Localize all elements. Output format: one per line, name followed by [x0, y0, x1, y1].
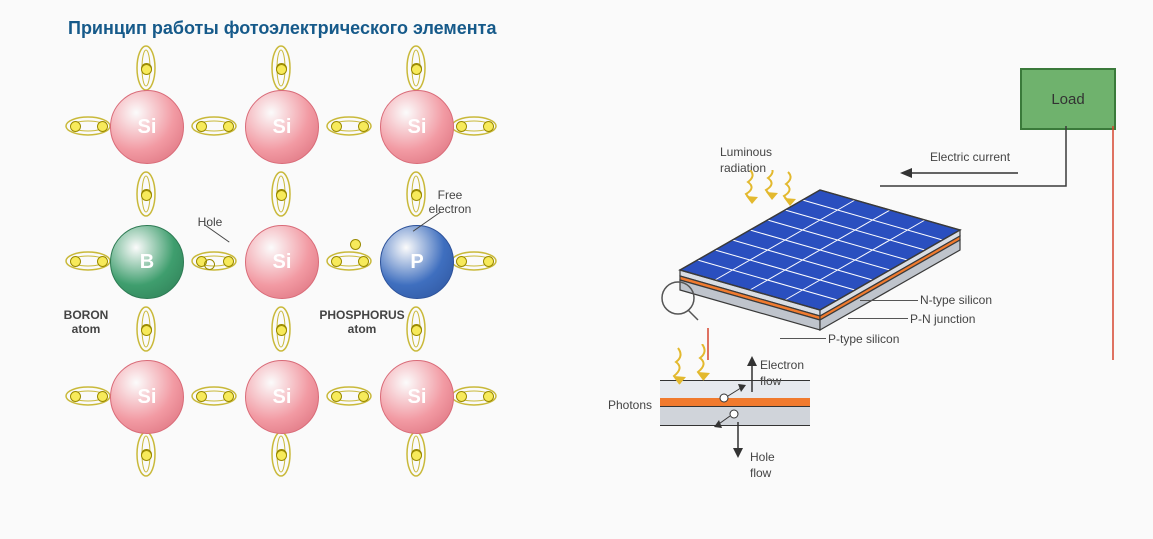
electron-icon	[276, 325, 287, 336]
electron-icon	[97, 256, 108, 267]
atom-b: B	[110, 225, 184, 299]
lattice-host: Si Si Si B Si P Si Si Si	[80, 70, 520, 510]
top-wire	[600, 60, 1140, 360]
atom-si: Si	[380, 90, 454, 164]
electron-icon	[358, 121, 369, 132]
electron-icon	[331, 121, 342, 132]
electron-icon	[70, 391, 81, 402]
atom-si: Si	[110, 360, 184, 434]
electron-icon	[141, 325, 152, 336]
electron-icon	[97, 121, 108, 132]
boron-label: BORONatom	[56, 308, 116, 337]
photons-label: Photons	[608, 398, 652, 414]
atom-si: Si	[245, 225, 319, 299]
atom-si: Si	[380, 360, 454, 434]
atom-si: Si	[245, 360, 319, 434]
atom-p: P	[380, 225, 454, 299]
free-electron-icon	[350, 239, 361, 250]
hole-flow-label: Holeflow	[750, 450, 775, 481]
electron-icon	[223, 391, 234, 402]
electron-icon	[358, 391, 369, 402]
atom-si: Si	[110, 90, 184, 164]
electron-icon	[483, 391, 494, 402]
page-title: Принцип работы фотоэлектрического элемен…	[68, 18, 496, 39]
electron-icon	[97, 391, 108, 402]
electron-icon	[456, 391, 467, 402]
free-electron-label: Freeelectron	[420, 188, 480, 217]
electron-icon	[276, 190, 287, 201]
electron-icon	[223, 256, 234, 267]
electron-icon	[223, 121, 234, 132]
electron-icon	[70, 121, 81, 132]
electron-icon	[411, 450, 422, 461]
electron-icon	[411, 64, 422, 75]
electron-icon	[331, 256, 342, 267]
electron-icon	[276, 64, 287, 75]
electron-icon	[456, 121, 467, 132]
electron-icon	[331, 391, 342, 402]
electron-icon	[141, 450, 152, 461]
electron-icon	[411, 325, 422, 336]
electron-icon	[358, 256, 369, 267]
electron-icon	[141, 190, 152, 201]
electron-icon	[276, 450, 287, 461]
phosphorus-label: PHOSPHORUSatom	[312, 308, 412, 337]
electron-icon	[196, 391, 207, 402]
electron-icon	[483, 121, 494, 132]
pv-diagram: Load Electric current Luminousradiation …	[600, 60, 1140, 520]
electron-icon	[70, 256, 81, 267]
atom-si: Si	[245, 90, 319, 164]
electron-flow-label: Electronflow	[760, 358, 804, 389]
hole-icon	[204, 259, 215, 270]
electron-icon	[141, 64, 152, 75]
page-root: Принцип работы фотоэлектрического элемен…	[0, 0, 1153, 539]
electron-icon	[456, 256, 467, 267]
electron-icon	[196, 121, 207, 132]
lattice-diagram: SiSiSiBSiPSiSiSi Hole Freeelectron BORON…	[80, 70, 520, 510]
electron-icon	[483, 256, 494, 267]
